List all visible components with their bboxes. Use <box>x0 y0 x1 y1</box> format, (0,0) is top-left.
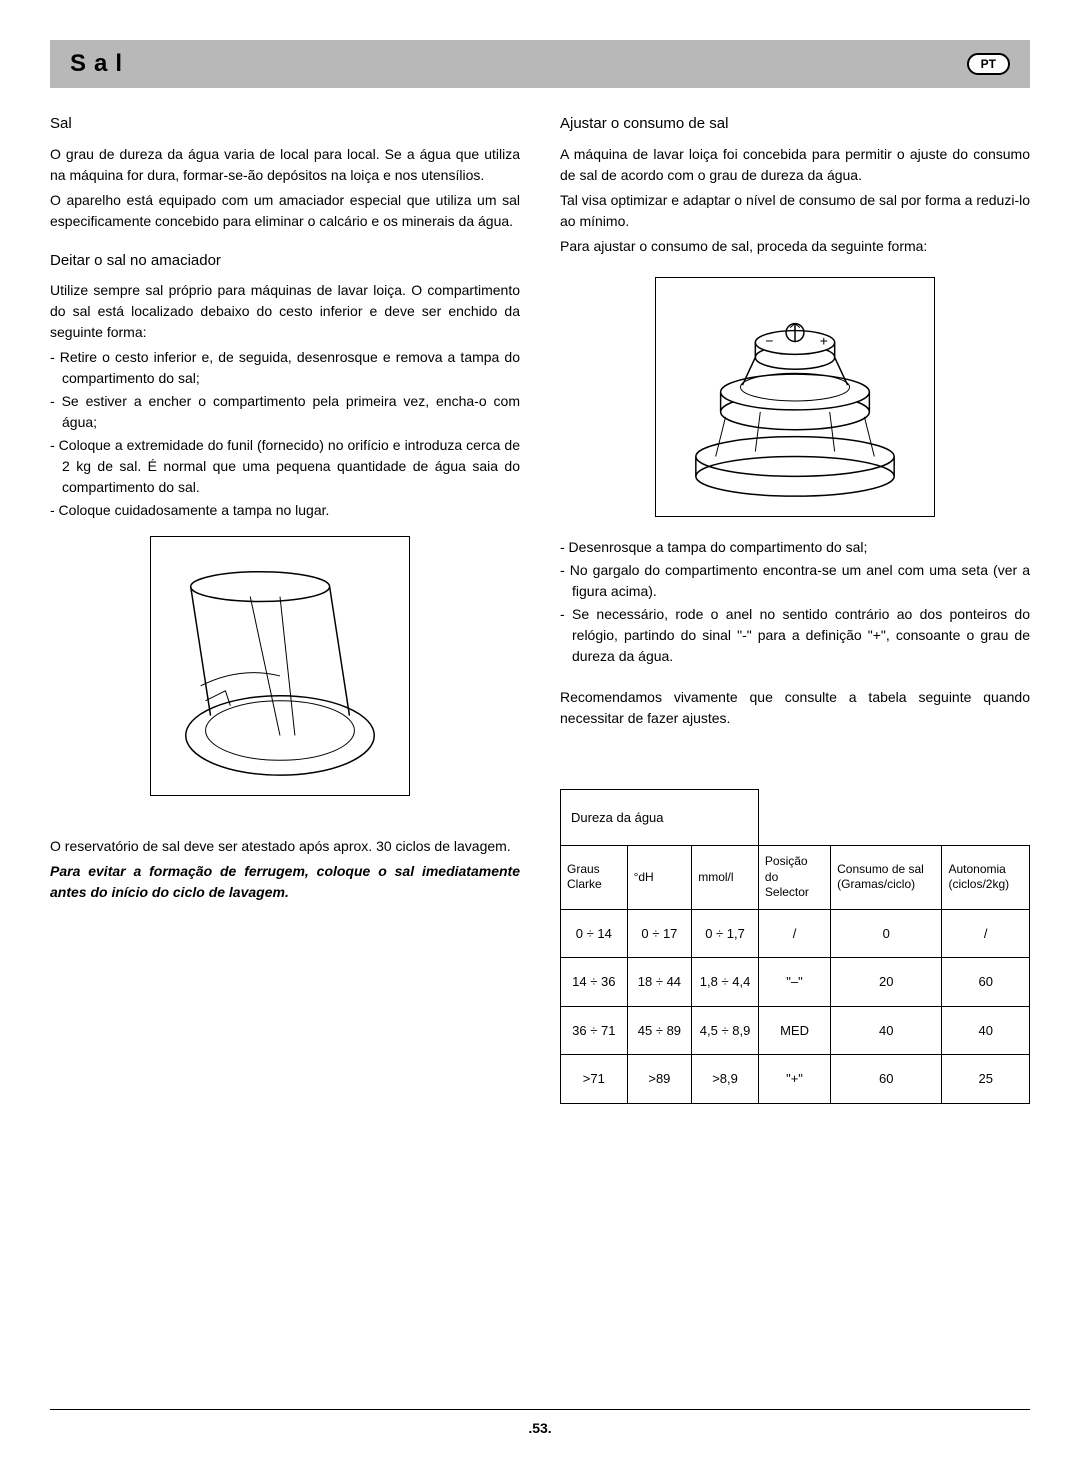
table-cell: 0 ÷ 1,7 <box>692 909 759 958</box>
table-cell: 60 <box>942 958 1030 1007</box>
table-cell: 1,8 ÷ 4,4 <box>692 958 759 1007</box>
table-cell: 4,5 ÷ 8,9 <box>692 1006 759 1055</box>
list-item: - Se necessário, rode o anel no sentido … <box>560 604 1030 667</box>
paragraph: O aparelho está equipado com um amaciado… <box>50 190 520 232</box>
paragraph: Recomendamos vivamente que consulte a ta… <box>560 687 1030 729</box>
table-cell: 0 ÷ 17 <box>627 909 692 958</box>
table-cell: 25 <box>942 1055 1030 1104</box>
table-cell: 45 ÷ 89 <box>627 1006 692 1055</box>
table-cell: 0 ÷ 14 <box>561 909 628 958</box>
title-bar: Sal PT <box>50 40 1030 88</box>
footer-divider <box>50 1409 1030 1410</box>
figure-adjustment-ring: − + <box>655 277 935 517</box>
svg-text:+: + <box>820 332 828 348</box>
content-area: Sal O grau de dureza da água varia de lo… <box>50 113 1030 1104</box>
list-item: - Desenrosque a tampa do compartimento d… <box>560 537 1030 558</box>
warning-text: Para evitar a formação de ferrugem, colo… <box>50 861 520 903</box>
table-col-header: mmol/l <box>692 846 759 910</box>
table-cell: / <box>758 909 830 958</box>
table-row: Dureza da água <box>561 789 1030 846</box>
paragraph: A máquina de lavar loiça foi concebida p… <box>560 144 1030 186</box>
svg-text:−: − <box>765 332 773 348</box>
right-column: Ajustar o consumo de sal A máquina de la… <box>560 113 1030 1104</box>
table-cell: 36 ÷ 71 <box>561 1006 628 1055</box>
table-col-header: Consumo de sal (Gramas/ciclo) <box>831 846 942 910</box>
table-cell: / <box>942 909 1030 958</box>
table-cell: "–" <box>758 958 830 1007</box>
hardness-table-wrapper: Dureza da água Graus Clarke °dH mmol/l P… <box>560 789 1030 1104</box>
paragraph: Utilize sempre sal próprio para máquinas… <box>50 280 520 343</box>
list-item: - No gargalo do compartimento encontra-s… <box>560 560 1030 602</box>
list-item: - Retire o cesto inferior e, de seguida,… <box>50 347 520 389</box>
list-item: - Coloque cuidadosamente a tampa no luga… <box>50 500 520 521</box>
heading-deitar: Deitar o sal no amaciador <box>50 250 520 273</box>
table-cell: >89 <box>627 1055 692 1104</box>
heading-sal: Sal <box>50 113 520 136</box>
table-cell: 0 <box>831 909 942 958</box>
table-cell: 14 ÷ 36 <box>561 958 628 1007</box>
table-cell: 20 <box>831 958 942 1007</box>
paragraph: O reservatório de sal deve ser atestado … <box>50 836 520 857</box>
table-col-header: Autonomia (ciclos/2kg) <box>942 846 1030 910</box>
table-cell: "+" <box>758 1055 830 1104</box>
figure-salt-compartment <box>150 536 410 796</box>
table-col-header: Graus Clarke <box>561 846 628 910</box>
table-cell: >71 <box>561 1055 628 1104</box>
left-column: Sal O grau de dureza da água varia de lo… <box>50 113 520 1104</box>
list-item: - Se estiver a encher o compartimento pe… <box>50 391 520 433</box>
table-row: Graus Clarke °dH mmol/l Posição do Selec… <box>561 846 1030 910</box>
page-title: Sal <box>70 50 130 78</box>
table-row: 14 ÷ 36 18 ÷ 44 1,8 ÷ 4,4 "–" 20 60 <box>561 958 1030 1007</box>
paragraph: O grau de dureza da água varia de local … <box>50 144 520 186</box>
adjustment-ring-diagram-icon: − + <box>656 278 934 516</box>
table-cell: 18 ÷ 44 <box>627 958 692 1007</box>
paragraph: Para ajustar o consumo de sal, proceda d… <box>560 236 1030 257</box>
table-cell: 40 <box>942 1006 1030 1055</box>
table-cell: 40 <box>831 1006 942 1055</box>
salt-compartment-diagram-icon <box>151 537 409 795</box>
table-header-span: Dureza da água <box>561 789 759 846</box>
table-row: 0 ÷ 14 0 ÷ 17 0 ÷ 1,7 / 0 / <box>561 909 1030 958</box>
heading-ajustar: Ajustar o consumo de sal <box>560 113 1030 136</box>
list-item: - Coloque a extremidade do funil (fornec… <box>50 435 520 498</box>
table-col-header: °dH <box>627 846 692 910</box>
paragraph: Tal visa optimizar e adaptar o nível de … <box>560 190 1030 232</box>
table-row: 36 ÷ 71 45 ÷ 89 4,5 ÷ 8,9 MED 40 40 <box>561 1006 1030 1055</box>
hardness-table: Dureza da água Graus Clarke °dH mmol/l P… <box>560 789 1030 1104</box>
table-row: >71 >89 >8,9 "+" 60 25 <box>561 1055 1030 1104</box>
table-cell: >8,9 <box>692 1055 759 1104</box>
table-cell: MED <box>758 1006 830 1055</box>
table-col-header: Posição do Selector <box>758 846 830 910</box>
table-cell: 60 <box>831 1055 942 1104</box>
page-footer: .53. <box>0 1409 1080 1436</box>
language-badge: PT <box>967 53 1010 75</box>
page-number: .53. <box>528 1420 551 1436</box>
